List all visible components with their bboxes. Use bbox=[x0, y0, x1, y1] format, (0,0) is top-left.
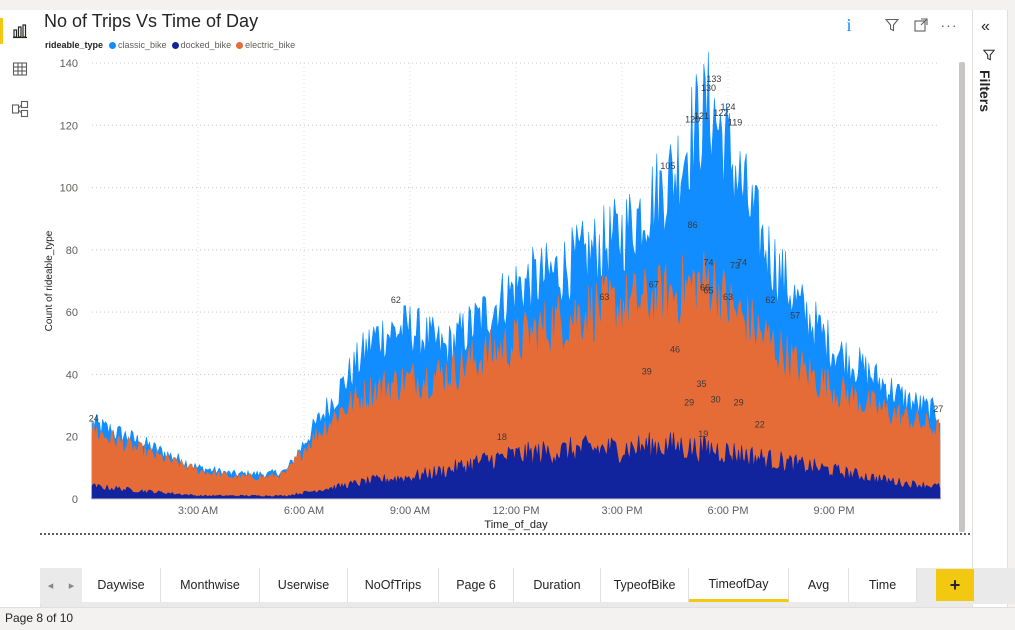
data-label: 62 bbox=[391, 295, 401, 305]
x-tick-label: 6:00 PM bbox=[708, 505, 749, 517]
visual-scrollbar[interactable] bbox=[959, 62, 965, 532]
data-label: 86 bbox=[688, 220, 698, 230]
tab-nooftrips[interactable]: NoOfTrips bbox=[348, 568, 439, 602]
y-tick-label: 100 bbox=[60, 183, 78, 195]
legend-label: docked_bike bbox=[180, 40, 232, 50]
chart-title: No of Trips Vs Time of Day bbox=[44, 11, 259, 31]
data-label: 120 bbox=[685, 114, 700, 124]
tab-avg[interactable]: Avg bbox=[789, 568, 849, 602]
data-label: 35 bbox=[696, 379, 706, 389]
tab-scroll-left-icon[interactable]: ◂ bbox=[47, 579, 54, 592]
data-label: 67 bbox=[649, 279, 659, 289]
data-label: 19 bbox=[698, 429, 708, 439]
data-label: 29 bbox=[684, 398, 694, 408]
data-label: 57 bbox=[790, 310, 800, 320]
data-label: 63 bbox=[599, 292, 609, 302]
data-label: 122 bbox=[713, 108, 728, 118]
tab-monthwise[interactable]: Monthwise bbox=[161, 568, 260, 602]
x-tick-label: 9:00 AM bbox=[390, 505, 430, 517]
y-tick-label: 120 bbox=[60, 120, 78, 132]
legend-label: classic_bike bbox=[118, 40, 167, 50]
y-tick-label: 20 bbox=[66, 432, 78, 444]
filter-icon[interactable] bbox=[882, 14, 902, 36]
page-tabs-bar: ◂ ▸ Daywise Monthwise Userwise NoOfTrips Pag… bbox=[40, 568, 1015, 604]
report-view-icon[interactable] bbox=[0, 18, 31, 44]
info-icon[interactable]: i bbox=[846, 14, 852, 35]
tab-scroll-arrows: ◂ ▸ bbox=[40, 568, 82, 602]
add-page-button[interactable]: + bbox=[936, 569, 974, 601]
x-tick-label: 3:00 PM bbox=[602, 505, 643, 517]
tab-time[interactable]: Time bbox=[849, 568, 917, 602]
x-tick-label: 6:00 AM bbox=[284, 505, 324, 517]
more-options-icon[interactable]: ··· bbox=[940, 17, 958, 33]
series-area-electric_bike bbox=[91, 250, 941, 500]
y-tick-label: 60 bbox=[66, 307, 78, 319]
x-tick-label: 9:00 PM bbox=[814, 505, 855, 517]
y-axis-title: Count of rideable_type bbox=[44, 230, 55, 331]
tab-scroll-right-icon[interactable]: ▸ bbox=[68, 579, 75, 592]
x-axis-title: Time_of_day bbox=[484, 519, 548, 531]
tab-daywise[interactable]: Daywise bbox=[82, 568, 161, 602]
data-label: 65 bbox=[704, 286, 714, 296]
data-label: 73 bbox=[730, 261, 740, 271]
data-label: 74 bbox=[704, 258, 714, 268]
data-label: 74 bbox=[737, 258, 747, 268]
page-indicator: Page 8 of 10 bbox=[5, 611, 74, 625]
data-label: 39 bbox=[642, 367, 652, 377]
data-label: 62 bbox=[765, 295, 775, 305]
data-label: 63 bbox=[723, 292, 733, 302]
y-tick-label: 40 bbox=[66, 369, 78, 381]
data-label: 130 bbox=[701, 83, 716, 93]
data-label: 133 bbox=[706, 74, 721, 84]
tab-timeofday[interactable]: TimeofDay bbox=[689, 568, 789, 602]
filter-pane-icon bbox=[982, 48, 996, 66]
filters-pane: « Filters bbox=[972, 10, 1015, 607]
legend-marker bbox=[109, 41, 117, 49]
data-label: 27 bbox=[933, 404, 943, 414]
data-label: 22 bbox=[755, 419, 765, 429]
line-chart-visual[interactable]: No of Trips Vs Time of Day i ··· rideabl… bbox=[40, 10, 970, 532]
data-label: 29 bbox=[734, 398, 744, 408]
y-tick-label: 0 bbox=[72, 494, 78, 506]
legend-title: rideable_type bbox=[45, 40, 104, 50]
visualizations-pane-edge bbox=[1007, 10, 1015, 607]
data-view-icon[interactable] bbox=[9, 58, 31, 80]
x-tick-label: 3:00 AM bbox=[178, 505, 218, 517]
tab-userwise[interactable]: Userwise bbox=[260, 568, 348, 602]
legend-item-docked[interactable]: docked_bike bbox=[171, 40, 232, 50]
data-label: 24 bbox=[89, 413, 99, 423]
tab-duration[interactable]: Duration bbox=[514, 568, 601, 602]
legend-marker bbox=[171, 41, 179, 49]
filters-label[interactable]: Filters bbox=[977, 70, 993, 113]
report-canvas: No of Trips Vs Time of Day i ··· rideabl… bbox=[40, 10, 972, 568]
data-label: 121 bbox=[694, 111, 709, 121]
x-tick-label: 12:00 PM bbox=[492, 505, 539, 517]
y-tick-label: 80 bbox=[66, 245, 78, 257]
visual-bottom-border bbox=[40, 533, 970, 535]
tab-page-6[interactable]: Page 6 bbox=[439, 568, 514, 602]
chart-plot: 0 20 40 60 80 100 120 140 3:00 AM 6:00 AM 9:00 AM 1… bbox=[44, 51, 943, 531]
legend-label: electric_bike bbox=[245, 40, 296, 50]
model-view-icon[interactable] bbox=[9, 98, 31, 120]
data-label: 105 bbox=[660, 161, 675, 171]
status-bar: Page 8 of 10 bbox=[0, 607, 1015, 630]
legend-item-classic[interactable]: classic_bike bbox=[109, 40, 167, 50]
data-label: 124 bbox=[720, 102, 735, 112]
data-label: 66 bbox=[700, 282, 710, 292]
data-label: 18 bbox=[497, 432, 507, 442]
chart-legend: rideable_type classic_bike docked_bike e… bbox=[45, 40, 300, 50]
legend-item-electric[interactable]: electric_bike bbox=[236, 40, 295, 50]
view-switcher-rail bbox=[0, 10, 41, 607]
data-label: 46 bbox=[670, 345, 680, 355]
legend-marker bbox=[236, 41, 244, 49]
y-tick-label: 140 bbox=[60, 58, 78, 70]
data-label: 119 bbox=[728, 117, 742, 127]
series-area-docked_bike bbox=[91, 432, 941, 500]
focus-mode-icon[interactable] bbox=[911, 14, 931, 36]
tab-typeofbike[interactable]: TypeofBike bbox=[601, 568, 689, 602]
collapse-pane-icon[interactable]: « bbox=[981, 18, 990, 35]
data-label: 30 bbox=[711, 395, 721, 405]
